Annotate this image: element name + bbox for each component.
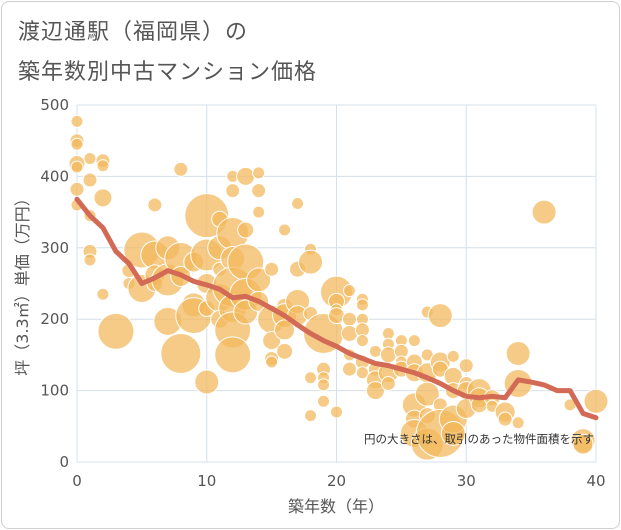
data-point — [251, 183, 267, 199]
y-tick-labels: 0 100 200 300 400 500 — [40, 96, 69, 471]
data-point — [278, 223, 292, 237]
data-point — [82, 172, 98, 188]
data-point — [262, 331, 282, 351]
data-point — [194, 369, 220, 395]
data-point — [446, 349, 460, 363]
data-point — [93, 188, 113, 208]
data-point — [355, 334, 369, 348]
chart-title-line1: 渡辺通駅（福岡県）の — [18, 20, 249, 45]
y-tick-label: 300 — [40, 239, 69, 257]
data-point — [214, 336, 252, 374]
chart-title-line2: 築年数別中古マンション価格 — [18, 60, 318, 85]
data-point — [236, 166, 256, 186]
y-axis-label: 坪（3.3㎡）単価（万円） — [13, 190, 32, 375]
data-point — [264, 261, 280, 277]
data-point — [583, 388, 609, 414]
data-point — [365, 381, 385, 401]
data-point — [427, 303, 453, 329]
data-point — [96, 287, 110, 301]
data-point — [572, 433, 594, 455]
x-tick-label: 40 — [586, 472, 605, 490]
data-point — [97, 312, 135, 350]
x-tick-label: 30 — [457, 472, 476, 490]
data-point — [317, 394, 331, 408]
data-point — [83, 253, 97, 267]
data-point — [340, 324, 358, 342]
data-point — [70, 137, 84, 151]
data-point — [252, 205, 266, 219]
data-point — [414, 381, 440, 407]
data-point — [70, 114, 84, 128]
data-point — [330, 405, 343, 419]
data-point — [252, 166, 266, 180]
data-point — [368, 344, 382, 358]
data-point — [317, 378, 331, 392]
data-point — [265, 355, 279, 369]
data-point — [440, 420, 466, 446]
y-tick-label: 100 — [40, 382, 69, 400]
y-tick-label: 500 — [40, 96, 69, 114]
data-point — [96, 159, 110, 173]
y-tick-label: 0 — [59, 453, 69, 471]
data-point — [225, 183, 241, 199]
data-point — [70, 160, 84, 174]
data-point — [505, 340, 531, 366]
data-point — [381, 326, 395, 340]
x-tick-labels: 0 10 20 30 40 — [72, 472, 605, 490]
data-point — [298, 249, 324, 275]
data-point — [291, 197, 305, 211]
data-point — [237, 221, 255, 239]
data-point — [497, 411, 513, 427]
data-point — [69, 181, 85, 197]
data-point — [304, 409, 318, 423]
x-axis-label: 築年数（年） — [288, 497, 384, 516]
data-point — [355, 298, 369, 312]
data-point — [328, 307, 345, 325]
data-point — [274, 319, 296, 341]
data-point — [380, 375, 396, 391]
x-tick-label: 20 — [327, 472, 346, 490]
y-tick-label: 200 — [40, 310, 69, 328]
x-tick-label: 10 — [197, 472, 216, 490]
data-point — [304, 371, 318, 385]
data-point — [355, 366, 369, 380]
data-point — [458, 358, 474, 374]
x-tick-label: 0 — [72, 472, 82, 490]
data-point — [379, 346, 397, 364]
data-point — [341, 311, 357, 327]
data-point — [407, 334, 421, 348]
data-point — [511, 416, 525, 430]
data-point — [160, 332, 202, 374]
data-point — [83, 152, 97, 166]
size-annotation: 円の大きさは、取引のあった物件面積を示す — [364, 432, 594, 446]
data-point — [342, 284, 356, 298]
y-tick-label: 400 — [40, 167, 69, 185]
data-point — [531, 199, 557, 225]
data-point — [147, 197, 163, 213]
data-point — [173, 161, 189, 177]
trend-line — [74, 196, 599, 421]
data-point — [276, 342, 294, 360]
data-point — [341, 361, 357, 377]
